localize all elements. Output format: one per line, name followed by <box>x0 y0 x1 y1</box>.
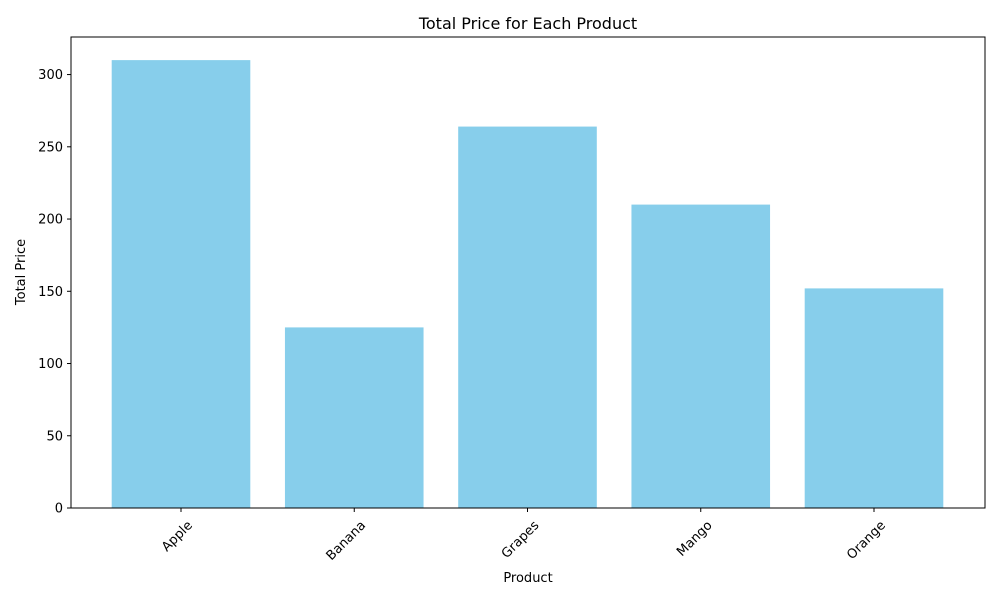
y-tick-label: 250 <box>38 140 63 155</box>
y-tick-label: 0 <box>55 502 63 517</box>
x-tick-label: Mango <box>674 518 715 559</box>
bar-mango <box>631 204 771 508</box>
bar-banana <box>284 327 424 508</box>
y-axis-ticks: 0 50 100 150 200 250 300 <box>38 68 71 517</box>
bar-apple <box>111 60 251 508</box>
y-tick-label: 150 <box>38 285 63 300</box>
y-tick-label: 300 <box>38 68 63 83</box>
x-axis-ticks: Apple Banana Grapes Mango Orange <box>159 508 889 564</box>
x-axis-label: Product <box>503 571 552 586</box>
bar-orange <box>804 288 944 508</box>
x-tick-label: Orange <box>844 518 889 563</box>
y-tick-label: 200 <box>38 213 63 228</box>
y-tick-label: 50 <box>46 429 63 444</box>
bar-grapes <box>458 126 597 508</box>
x-tick-label: Apple <box>159 518 196 555</box>
x-tick-label: Grapes <box>499 518 543 562</box>
chart-title: Total Price for Each Product <box>418 14 637 33</box>
bars-group <box>111 60 944 508</box>
y-tick-label: 100 <box>38 357 63 372</box>
y-axis-label: Total Price <box>14 239 29 306</box>
x-tick-label: Banana <box>324 518 369 563</box>
